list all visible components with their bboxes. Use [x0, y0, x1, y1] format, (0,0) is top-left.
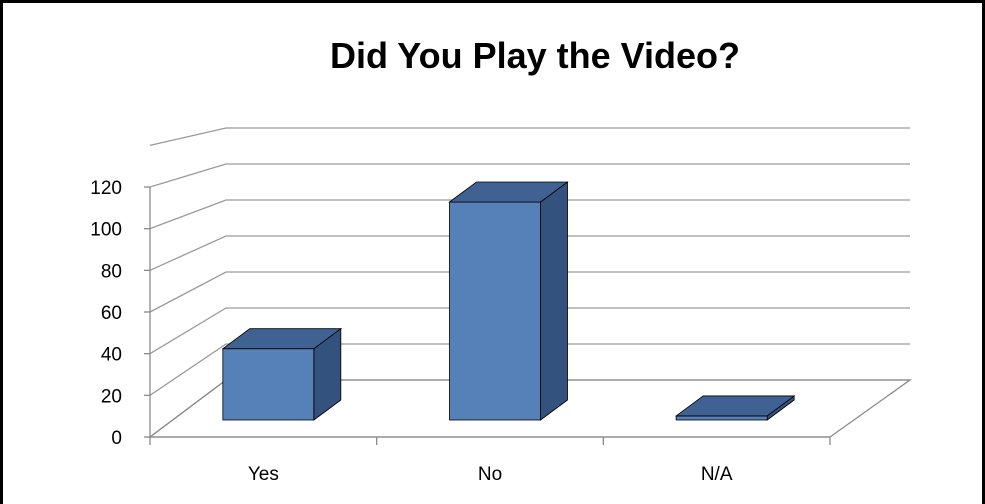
y-tick-label: 0 — [111, 428, 122, 449]
bar-side-face — [540, 181, 568, 421]
x-category-label: No — [478, 464, 502, 485]
y-tick-label: 100 — [90, 220, 122, 241]
bar-top-face — [674, 395, 796, 417]
bar-front-face — [449, 201, 541, 421]
x-category-label: N/A — [701, 464, 733, 485]
x-category-label: Yes — [248, 464, 279, 485]
x-category-labels: Yes No N/A — [248, 464, 733, 485]
gridline — [149, 307, 910, 355]
bar-n-a — [674, 395, 796, 421]
bar-yes — [221, 327, 343, 421]
y-tick-labels: 0 20 40 60 80 100 120 — [90, 178, 831, 449]
bar-front-face — [675, 415, 768, 421]
gridline — [149, 343, 910, 396]
gridline — [149, 199, 910, 230]
bar-top-face — [221, 328, 343, 350]
bars — [221, 181, 796, 421]
chart-title: Did You Play the Video? — [330, 35, 740, 76]
bar-no — [448, 181, 569, 421]
y-tick-label: 120 — [90, 178, 122, 199]
gridline — [149, 127, 910, 146]
bar-front-face — [222, 348, 315, 421]
bar-top-face — [448, 181, 569, 203]
gridline — [149, 235, 910, 271]
gridline — [149, 271, 910, 313]
gridline — [149, 163, 910, 188]
y-tick-label: 60 — [101, 303, 122, 324]
y-tick-label: 80 — [101, 261, 122, 282]
y-tick-label: 20 — [101, 386, 122, 407]
y-tick-label: 40 — [101, 345, 122, 366]
